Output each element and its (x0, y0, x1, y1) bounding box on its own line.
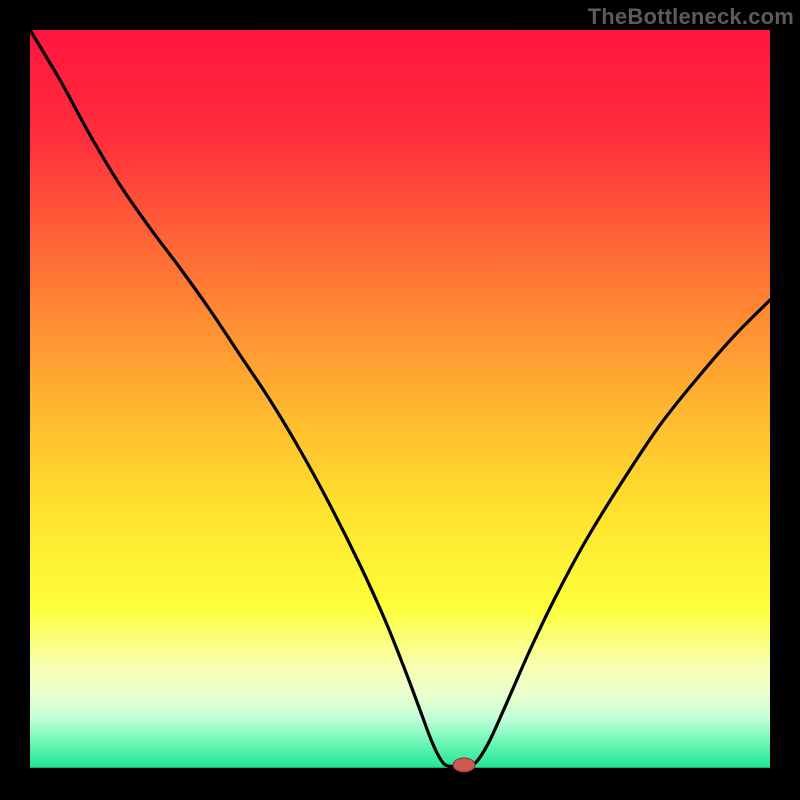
chart-container: TheBottleneck.com (0, 0, 800, 800)
chart-svg (0, 0, 800, 800)
optimal-point-marker (453, 758, 475, 772)
watermark-text: TheBottleneck.com (588, 4, 794, 30)
